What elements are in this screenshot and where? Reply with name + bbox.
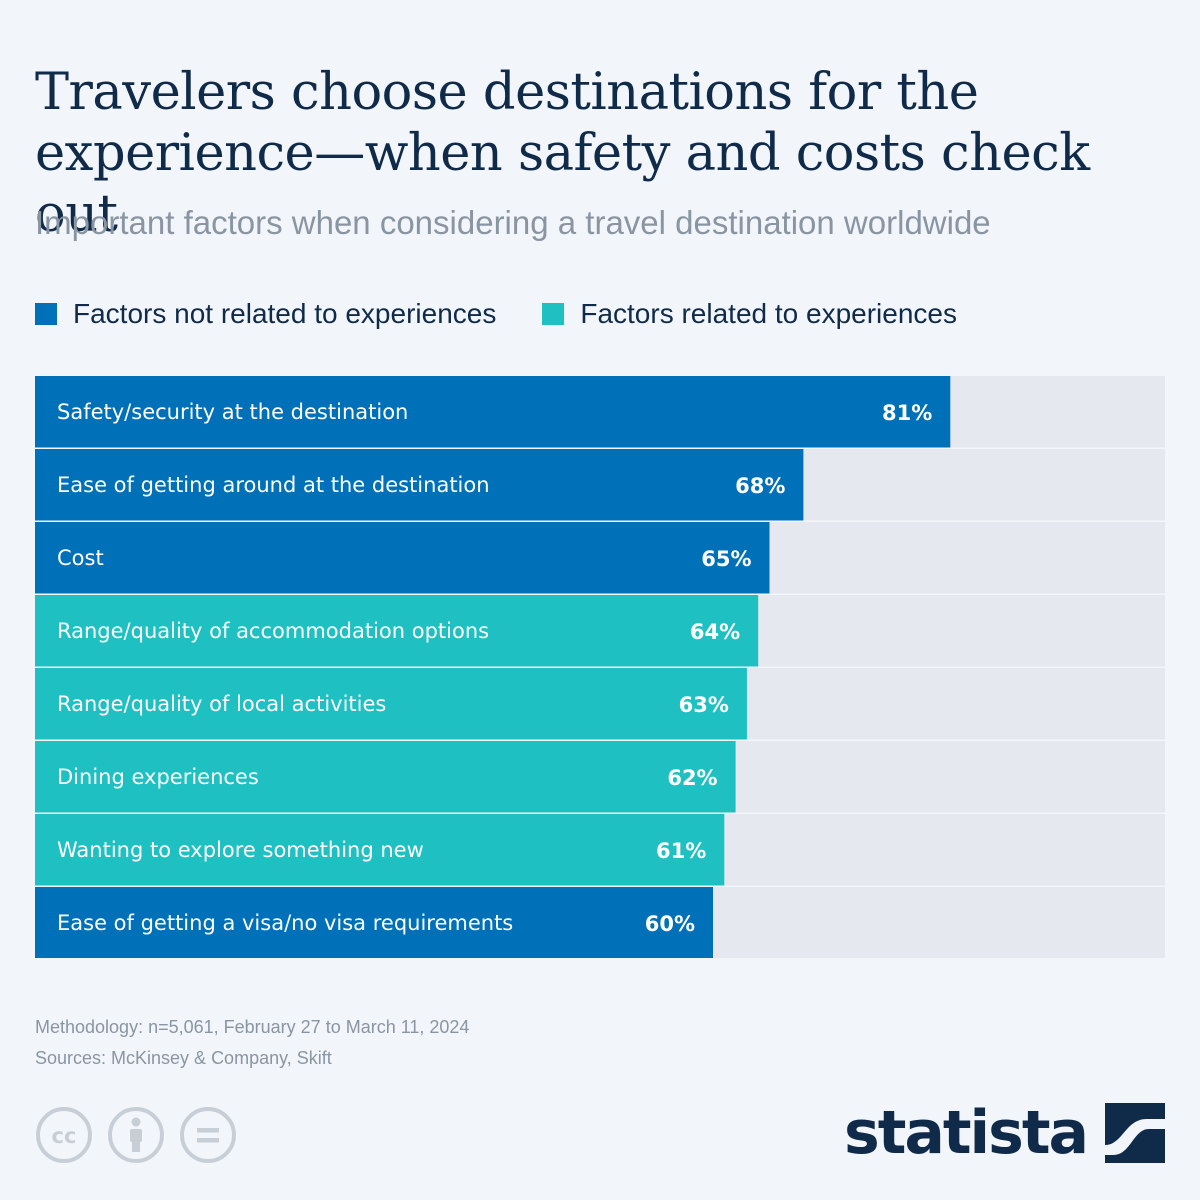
brand-name: statista: [843, 1098, 1089, 1168]
bar-category-label: Range/quality of accommodation options: [57, 619, 489, 643]
methodology-note: Methodology: n=5,061, February 27 to Mar…: [35, 1017, 470, 1037]
bar-chart: Safety/security at the destination 81% Eas…: [35, 376, 1165, 958]
bar-value-label: 63%: [679, 693, 729, 717]
sources-note: Sources: McKinsey & Company, Skift: [35, 1048, 332, 1068]
bar-row: Wanting to explore something new 61%: [35, 814, 1165, 886]
chart-subtitle: Important factors when considering a tra…: [35, 204, 991, 241]
bar-value-label: 68%: [735, 474, 785, 498]
bar-value-label: 64%: [690, 620, 740, 644]
bar-row: Dining experiences 62%: [35, 741, 1165, 813]
legend-label-not-experience: Factors not related to experiences: [73, 298, 497, 329]
bar: [35, 814, 725, 886]
bar-category-label: Wanting to explore something new: [57, 838, 424, 862]
legend-label-experience: Factors related to experiences: [580, 298, 957, 329]
legend-item-experience: Factors related to experiences: [542, 298, 957, 330]
bar: [35, 376, 951, 448]
bar-category-label: Ease of getting a visa/no visa requireme…: [57, 911, 513, 935]
legend-swatch-not-experience: [35, 303, 57, 325]
bar: [35, 522, 770, 594]
bar-row: Cost 65%: [35, 522, 1165, 594]
cc-icon[interactable]: cc: [35, 1106, 93, 1164]
statista-logo[interactable]: statista: [844, 1098, 1165, 1168]
bar: [35, 887, 713, 958]
legend-item-not-experience: Factors not related to experiences: [35, 298, 496, 330]
chart-title: Travelers choose destinations for the ex…: [35, 63, 1090, 244]
svg-text:cc: cc: [52, 1124, 77, 1148]
bar: [35, 668, 747, 740]
bar: [35, 595, 759, 667]
bar-value-label: 61%: [656, 839, 706, 863]
bar-category-label: Safety/security at the destination: [57, 400, 408, 424]
by-icon[interactable]: [107, 1106, 165, 1164]
bar-row: Ease of getting a visa/no visa requireme…: [35, 887, 1165, 958]
bar: [35, 449, 804, 521]
chart-notes: Methodology: n=5,061, February 27 to Mar…: [35, 1012, 469, 1074]
legend: Factors not related to experiences Facto…: [35, 298, 1003, 330]
bar-value-label: 65%: [701, 547, 751, 571]
bar-value-label: 81%: [882, 401, 932, 425]
legend-swatch-experience: [542, 303, 565, 325]
bar-row: Ease of getting around at the destinatio…: [35, 449, 1165, 521]
bar-row: Range/quality of accommodation options 64…: [35, 595, 1165, 667]
bar-category-label: Cost: [57, 546, 104, 570]
bar-category-label: Range/quality of local activities: [57, 692, 386, 716]
bar-value-label: 60%: [645, 912, 695, 936]
bar-category-label: Dining experiences: [57, 765, 259, 789]
bar-value-label: 62%: [667, 766, 717, 790]
bar-row: Safety/security at the destination 81%: [35, 376, 1165, 448]
bar-category-label: Ease of getting around at the destinatio…: [57, 473, 490, 497]
nd-icon[interactable]: [179, 1106, 237, 1164]
bar-row: Range/quality of local activities 63%: [35, 668, 1165, 740]
bar: [35, 741, 736, 813]
license-icons: cc: [35, 1106, 251, 1164]
statista-logo-icon: [1105, 1103, 1165, 1163]
